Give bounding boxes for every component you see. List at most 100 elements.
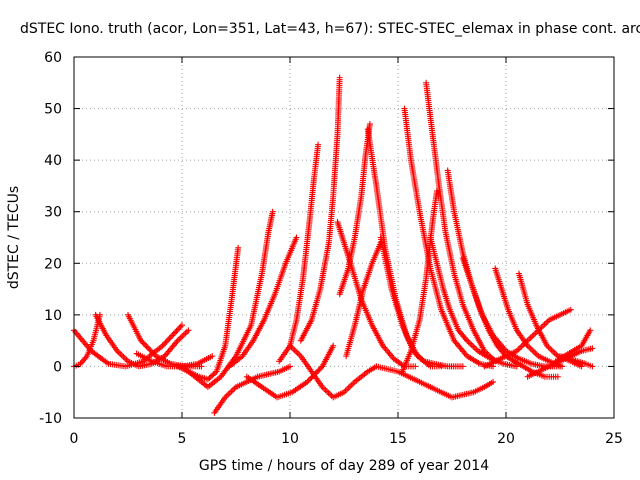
- data-point: [169, 332, 176, 339]
- data-point: [293, 234, 300, 241]
- data-point: [204, 376, 211, 383]
- y-tick-label: 40: [44, 153, 62, 169]
- data-series: [287, 342, 380, 401]
- data-point: [120, 353, 127, 360]
- data-point: [540, 322, 547, 329]
- data-point: [143, 343, 150, 350]
- data-point: [465, 339, 472, 346]
- x-axis-label: GPS time / hours of day 289 of year 2014: [199, 458, 489, 474]
- data-point: [174, 326, 181, 333]
- data-point: [459, 363, 466, 370]
- data-point: [228, 388, 235, 395]
- data-point: [296, 351, 303, 358]
- data-point: [180, 331, 187, 338]
- data-point: [559, 363, 566, 370]
- data-point: [144, 344, 151, 351]
- data-point: [179, 322, 185, 329]
- data-point: [151, 351, 158, 358]
- data-point: [293, 348, 300, 355]
- data-point: [325, 389, 332, 396]
- data-series: [179, 208, 276, 391]
- data-series: [343, 239, 384, 360]
- data-point: [140, 340, 147, 347]
- data-series: [557, 353, 596, 370]
- data-point: [315, 367, 322, 374]
- x-tick-label: 5: [178, 431, 187, 447]
- y-tick-label: 0: [53, 359, 62, 375]
- data-point: [307, 376, 314, 383]
- data-point: [177, 334, 184, 341]
- data-point: [347, 383, 354, 390]
- data-point: [350, 380, 357, 387]
- data-point: [529, 347, 536, 354]
- axis-ticks: 0 5 10 15 20 25 -10 0 10 20 30 40 50 60: [39, 50, 623, 447]
- data-series: [481, 306, 574, 370]
- data-point: [304, 378, 311, 385]
- data-point: [551, 350, 558, 357]
- data-point: [348, 381, 355, 388]
- x-tick-label: 0: [70, 431, 79, 447]
- data-point: [162, 339, 169, 346]
- data-series: [297, 74, 343, 344]
- data-point: [167, 333, 174, 340]
- data-point: [229, 387, 236, 394]
- data-point: [320, 385, 327, 392]
- data-point: [541, 321, 548, 328]
- data-point: [294, 350, 301, 357]
- data-point: [529, 333, 536, 340]
- data-point: [547, 345, 554, 352]
- data-point: [550, 348, 557, 355]
- data-point: [305, 377, 312, 384]
- data-point: [160, 341, 167, 348]
- chart-title: dSTEC Iono. truth (acor, Lon=351, Lat=43…: [20, 21, 640, 37]
- data-point: [207, 373, 214, 380]
- data-point: [209, 353, 216, 360]
- data-point: [166, 335, 173, 342]
- data-point: [530, 348, 537, 355]
- data-point: [179, 333, 186, 340]
- data-point: [324, 388, 331, 395]
- data-point: [142, 341, 149, 348]
- data-point: [235, 244, 242, 251]
- data-point: [526, 336, 533, 343]
- y-tick-label: 30: [44, 205, 62, 221]
- data-series: [92, 311, 192, 370]
- data-series: [336, 121, 373, 298]
- data-point: [170, 331, 177, 338]
- data-point: [139, 339, 146, 346]
- x-tick-label: 15: [389, 431, 407, 447]
- data-point: [433, 188, 440, 195]
- data-point: [554, 373, 561, 380]
- y-tick-label: 10: [44, 308, 62, 324]
- data-point: [150, 350, 157, 357]
- data-point: [206, 375, 213, 382]
- data-point: [137, 337, 144, 344]
- data-point: [269, 208, 276, 215]
- data-point: [291, 347, 298, 354]
- data-point: [587, 327, 594, 334]
- data-point: [315, 141, 322, 148]
- x-tick-label: 10: [281, 431, 299, 447]
- data-point: [322, 387, 329, 394]
- data-point: [316, 366, 323, 373]
- data-point: [212, 369, 219, 376]
- data-point: [345, 384, 352, 391]
- data-point: [527, 334, 534, 341]
- data-series: [276, 141, 322, 365]
- data-point: [567, 306, 574, 313]
- data-point: [532, 330, 539, 337]
- data-series-layer: [71, 74, 596, 416]
- data-point: [121, 355, 128, 362]
- data-point: [526, 344, 533, 351]
- data-series: [71, 322, 185, 370]
- y-tick-label: 50: [44, 102, 62, 118]
- data-point: [172, 329, 179, 336]
- data-point: [313, 369, 320, 376]
- data-point: [328, 392, 335, 399]
- data-series: [373, 363, 497, 401]
- data-point: [330, 342, 337, 349]
- data-point: [344, 386, 351, 393]
- data-point: [589, 363, 596, 370]
